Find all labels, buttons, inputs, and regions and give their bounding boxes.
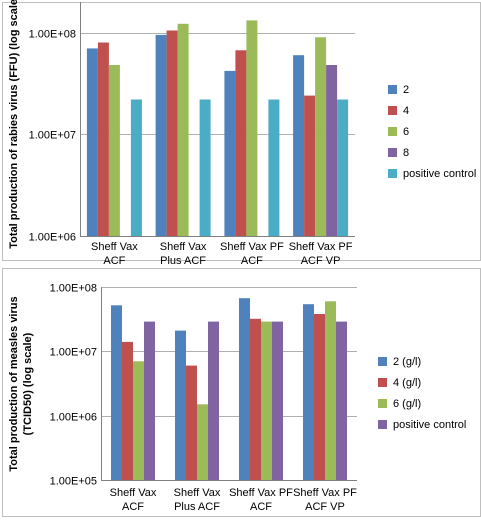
bar [133,361,144,480]
y-tick-label: 1.00E+07 [50,347,97,359]
bar [199,99,211,236]
bar [261,321,272,480]
x-tick-label: ACF [122,501,144,513]
y-tick-label: 1.00E+06 [29,232,76,244]
bar [239,298,250,480]
bar [111,305,122,480]
legend-label: positive control [403,168,476,180]
bar [186,365,197,480]
bar [208,321,219,480]
legend-swatch [388,85,397,94]
x-tick-label: ACF VP [305,501,345,513]
x-tick-label: Sheff Vax PF [293,487,357,499]
x-tick-label: Sheff Vax [174,487,221,499]
bar [336,321,347,480]
bar [166,30,178,236]
legend-swatch [388,148,397,157]
legend-swatch [378,420,387,429]
x-tick-label: ACF VP [301,255,341,267]
bar [303,304,314,480]
legend: 2 (g/l) 4 (g/l) 6 (g/l) positive control [378,356,466,431]
legend-label: 6 [403,126,409,138]
bar [235,50,247,236]
bar [337,99,349,236]
legend-label: 4 (g/l) [393,377,421,389]
bar [175,330,186,480]
bar [272,321,283,480]
x-tick-label: Sheff Vax PF [220,241,284,253]
bar [250,318,261,480]
bar [130,99,142,236]
bar [97,42,109,236]
x-tick-label: Sheff Vax PF [229,487,293,499]
x-tick-label: Sheff Vax [160,241,207,253]
legend-swatch [378,378,387,387]
legend-swatch [388,169,397,178]
y-axis-label: Total production of measles virus [8,296,20,471]
legend-label: 2 (g/l) [393,356,421,368]
y-tick-label: 1.00E+07 [29,130,76,142]
bar [108,65,120,236]
y-tick-label: 1.00E+06 [50,412,97,424]
legend: 2 4 6 8 positive control [388,84,476,180]
bar [326,65,338,236]
x-tick-label: ACF [250,501,272,513]
bar [304,95,316,236]
legend-label: 2 [403,84,409,96]
x-tick-label: ACF [241,255,263,267]
legend-label: 6 (g/l) [393,398,421,410]
x-tick-label: Plus ACF [174,501,220,513]
bar [177,23,189,236]
y-tick-label: 1.00E+05 [50,476,97,488]
x-tick-label: Sheff Vax [110,487,157,499]
legend-label: 4 [403,105,409,117]
bar [268,99,280,236]
bar [293,55,305,237]
x-tick-label: Plus ACF [160,255,206,267]
legend-swatch [388,127,397,136]
chart-panel-2: 1.00E+05 1.00E+06 1.00E+07 1.00E+08 Sheff Va… [2,268,481,517]
legend-swatch [378,357,387,366]
bar [86,48,98,237]
chart-panel-1: 1.00E+06 1.00E+07 1.00E+08 Sheff Vax ACF Shef… [2,0,481,267]
legend-label: positive control [393,419,466,431]
y-axis-label: Total production of rabies virus (FFU) (… [8,0,20,249]
bar [246,20,258,237]
bar [315,37,327,236]
x-tick-label: Sheff Vax [91,241,138,253]
bar [325,301,336,480]
bar [155,34,167,237]
x-tick-label: ACF [103,255,125,267]
legend-swatch [378,399,387,408]
bar [122,341,133,480]
bar [314,314,325,480]
bar [144,321,155,480]
y-axis-label: (TCID50) (log scale) [22,332,34,435]
legend-swatch [388,106,397,115]
y-tick-label: 1.00E+08 [50,283,97,295]
bar [197,404,208,480]
x-tick-label: Sheff Vax PF [289,241,353,253]
y-tick-label: 1.00E+08 [29,29,76,41]
legend-label: 8 [403,147,409,159]
bar [224,70,236,237]
